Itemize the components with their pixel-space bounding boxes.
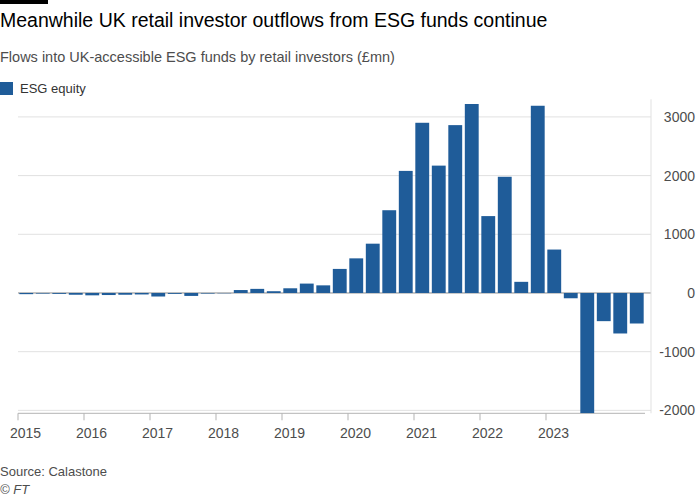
y-tick-label: -1000 [659,344,695,360]
x-tick [216,413,217,420]
credit: © FT [0,482,30,497]
bar [465,104,479,293]
bar [630,293,644,324]
x-axis-line [18,413,645,414]
bar [613,293,627,333]
bars [19,104,643,413]
y-tick-label: 2000 [664,168,695,184]
x-tick-label: 2017 [142,425,173,441]
bar [135,293,149,294]
bar [168,292,182,294]
bar [85,293,99,295]
bar [316,285,330,293]
x-tick [18,413,19,420]
x-tick-label: 2020 [340,425,371,441]
x-tick [414,413,415,420]
bar [564,293,578,298]
bar [597,293,611,321]
x-tick-label: 2015 [10,425,41,441]
x-tick [150,413,151,420]
bar [201,292,215,294]
bar [234,290,248,293]
bar [580,293,594,413]
bar [382,210,396,293]
chart: Meanwhile UK retail investor outflows fr… [0,0,700,500]
y-tick-label: 0 [687,285,695,301]
bar [399,171,413,293]
x-tick-label: 2016 [76,425,107,441]
bar [69,293,83,295]
bar [250,289,264,293]
bar [300,284,314,293]
bar [514,282,528,293]
bar [432,166,446,293]
y-tick-label: 3000 [664,109,695,125]
bar [481,216,495,293]
x-tick-label: 2021 [406,425,437,441]
legend-swatch [0,82,13,95]
bar [118,293,132,295]
bar [415,123,429,293]
legend-label: ESG equity [20,81,86,96]
bar [217,292,231,293]
grid-line [18,234,651,235]
bar [547,250,561,293]
grid-line [18,351,651,352]
bar [267,291,281,293]
bar [531,106,545,293]
y-tick-label: -2000 [659,402,695,418]
grid-line [18,175,651,176]
bar [498,177,512,293]
bar [151,293,165,297]
x-tick [480,413,481,420]
grid-line [18,116,651,117]
bar [19,293,33,294]
x-tick-label: 2019 [274,425,305,441]
grid-line [18,410,651,411]
x-tick-label: 2022 [472,425,503,441]
y-axis-line [651,99,652,413]
source: Source: Calastone [0,464,107,479]
bar [366,244,380,293]
bar [102,293,116,295]
subtitle: Flows into UK-accessible ESG funds by re… [0,49,395,65]
bar [333,269,347,293]
bar [448,125,462,293]
bar [184,293,198,296]
x-tick-label: 2018 [208,425,239,441]
bar [52,292,66,294]
y-tick-label: 1000 [664,226,695,242]
bar [36,292,50,294]
x-tick [84,413,85,420]
x-tick-label: 2023 [538,425,569,441]
title: Meanwhile UK retail investor outflows fr… [0,9,547,31]
x-tick [282,413,283,420]
x-tick [546,413,547,420]
bar [283,288,297,293]
brand-strip [0,0,48,4]
x-tick [348,413,349,420]
bar [349,258,363,293]
